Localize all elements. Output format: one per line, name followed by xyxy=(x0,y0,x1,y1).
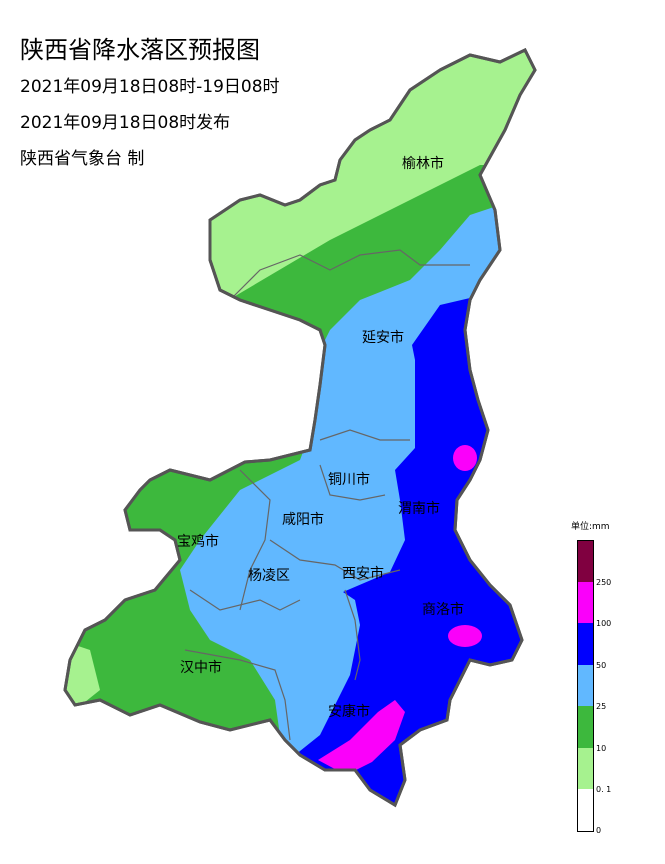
legend-label: 50 xyxy=(596,661,607,670)
city-label-xian: 西安市 xyxy=(342,565,384,582)
legend-swatch-50-100 xyxy=(577,623,594,665)
city-label-baoji: 宝鸡市 xyxy=(177,533,219,550)
legend-label: 25 xyxy=(596,702,607,711)
city-label-ankang: 安康市 xyxy=(328,703,370,720)
legend-label: 0. 1 xyxy=(596,785,612,794)
legend-label: 100 xyxy=(596,619,612,628)
legend-swatch-250plus xyxy=(577,540,594,582)
legend-label: 0 xyxy=(596,826,602,835)
legend-label: 250 xyxy=(596,578,612,587)
city-label-xianyang: 咸阳市 xyxy=(282,511,324,528)
legend-swatch-0.1-10 xyxy=(577,748,594,789)
city-label-yulin: 榆林市 xyxy=(402,155,444,172)
city-label-shangluo: 商洛市 xyxy=(422,601,464,618)
legend-swatch-100-250 xyxy=(577,582,594,623)
valid-period: 2021年09月18日08时-19日08时 xyxy=(20,77,280,97)
issue-time: 2021年09月18日08时发布 xyxy=(20,113,231,133)
province-outline xyxy=(63,48,537,808)
city-label-yanan: 延安市 xyxy=(362,329,404,346)
map-title: 陕西省降水落区预报图 xyxy=(20,36,260,64)
city-label-hanzhong: 汉中市 xyxy=(180,659,222,676)
city-boundaries xyxy=(184,249,470,741)
city-label-yangling: 杨凌区 xyxy=(248,568,290,584)
rain-100-250-zone xyxy=(453,445,477,471)
legend-label: 10 xyxy=(596,744,607,753)
legend-swatch-0-0.1 xyxy=(577,789,594,832)
legend-unit: 单位:mm xyxy=(571,522,610,532)
city-label-weinan: 渭南市 xyxy=(398,500,440,517)
rain-100-250-zone xyxy=(448,625,482,647)
rain-100-250-zone xyxy=(318,700,405,775)
city-label-tongchuan: 铜川市 xyxy=(328,471,370,488)
legend-swatch-25-50 xyxy=(577,665,594,706)
producer: 陕西省气象台 制 xyxy=(20,149,145,169)
legend-swatch-10-25 xyxy=(577,706,594,748)
